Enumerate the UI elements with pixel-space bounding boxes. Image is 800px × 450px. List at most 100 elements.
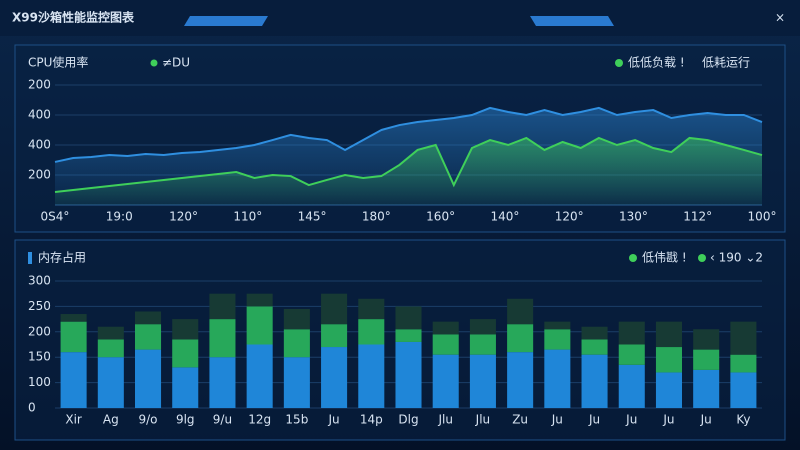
bar-segment [209, 319, 236, 358]
status-dot [615, 59, 623, 67]
page-title: X99沙箱性能监控图表 [12, 10, 135, 25]
x-tick-label: 145° [298, 210, 327, 224]
bar-segment [544, 321, 571, 330]
y-tick-label: 0 [28, 401, 36, 415]
x-tick-label: 120° [169, 210, 198, 224]
bar-segment [172, 367, 199, 408]
bar-segment [283, 308, 310, 330]
bar-segment [507, 298, 534, 325]
x-tick-label: 120° [555, 210, 584, 224]
close-button[interactable]: × [775, 11, 785, 25]
bar-segment [469, 334, 496, 355]
x-tick-label: 9lg [176, 413, 195, 427]
bar-segment [358, 319, 385, 345]
bar-segment [135, 324, 162, 350]
x-tick-label: 140° [490, 210, 519, 224]
y-tick-label: 200 [28, 168, 51, 182]
bar-segment [693, 369, 720, 408]
bar-segment [655, 372, 682, 408]
bar-segment [618, 321, 645, 345]
x-tick-label: Xir [65, 413, 82, 427]
bar-segment [60, 314, 87, 322]
y-tick-label: 250 [28, 299, 51, 313]
y-tick-label: 150 [28, 350, 51, 364]
x-tick-label: 130° [619, 210, 648, 224]
bar-segment [97, 357, 124, 408]
x-tick-label: Jlu [437, 413, 452, 427]
bar-segment [321, 293, 348, 325]
bar-segment [172, 339, 199, 368]
legend-dot [150, 59, 158, 67]
x-tick-label: Ju [328, 413, 340, 427]
x-tick-label: 0S4° [41, 210, 70, 224]
bar-segment [395, 329, 422, 342]
x-tick-label: 100° [748, 210, 777, 224]
bar-segment [246, 306, 273, 345]
bar-segment [60, 321, 87, 353]
y-tick-label: 300 [28, 274, 51, 288]
status-dot [629, 254, 637, 262]
area [55, 137, 762, 205]
legend-label: ≠DU [162, 56, 190, 70]
x-tick-label: 9/o [139, 413, 158, 427]
line [54, 106, 763, 163]
x-tick-label: Ju [625, 413, 637, 427]
x-tick-label: Jlu [475, 413, 490, 427]
header-stripes [184, 16, 614, 26]
bar-segment [730, 321, 757, 355]
bar-segment [97, 326, 124, 340]
x-tick-label: 14p [360, 413, 383, 427]
bar-segment [283, 329, 310, 358]
bar-segment [655, 347, 682, 373]
y-tick-label: 400 [28, 108, 51, 122]
title-marker [28, 252, 32, 264]
x-tick-label: Ju [700, 413, 712, 427]
x-tick-label: Ky [736, 413, 750, 427]
bar-segment [507, 352, 534, 408]
x-tick-label: 180° [362, 210, 391, 224]
bar-segment [135, 311, 162, 325]
y-tick-label: 100 [28, 375, 51, 389]
status-text: 低耗运行 [702, 56, 750, 70]
x-tick-label: Dlg [398, 413, 418, 427]
chart-title: CPU使用率 [28, 55, 88, 70]
bar-segment [730, 354, 757, 373]
bar-segment [655, 321, 682, 348]
bar-segment [395, 306, 422, 330]
status-text: 低低负载 ! [628, 56, 685, 70]
x-tick-label: 160° [426, 210, 455, 224]
bar-segment [581, 339, 608, 355]
x-tick-label: 112° [683, 210, 712, 224]
y-tick-label: 200 [28, 78, 51, 92]
bar-segment [283, 357, 310, 408]
line [54, 136, 763, 193]
header-bar [0, 0, 800, 36]
bar-segment [432, 321, 459, 335]
bar-segment [135, 349, 162, 408]
bar-segment [358, 298, 385, 320]
bar-segment [60, 352, 87, 408]
bar-segment [469, 354, 496, 408]
bar-segment [544, 349, 571, 408]
bar-segment [730, 372, 757, 408]
bar-segment [507, 324, 534, 353]
bar-segment [321, 347, 348, 408]
bar-segment [246, 293, 273, 307]
x-tick-label: Zu [512, 413, 528, 427]
x-tick-label: 110° [233, 210, 262, 224]
y-tick-label: 200 [28, 324, 51, 338]
bar-segment [358, 344, 385, 408]
bar-segment [693, 349, 720, 370]
bar-segment [581, 354, 608, 408]
status-text: ‹ 190 ⌄2 [710, 251, 763, 265]
bar-segment [618, 344, 645, 365]
bar-segment [469, 319, 496, 335]
bar-segment [97, 339, 124, 358]
x-tick-label: Ag [103, 413, 119, 427]
bar-segment [209, 357, 236, 408]
status-text: 低伟戡 ! [642, 251, 687, 265]
bar-segment [321, 324, 348, 348]
bar-segment [432, 334, 459, 355]
x-tick-label: Ju [662, 413, 674, 427]
